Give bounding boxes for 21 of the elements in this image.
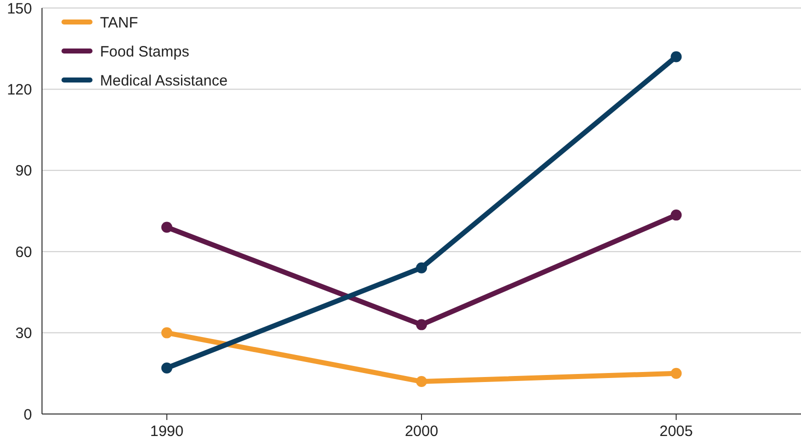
legend-label: Medical Assistance [100, 72, 228, 90]
y-tick-label: 60 [15, 244, 32, 261]
legend-label: Food Stamps [100, 43, 190, 60]
y-tick-label: 30 [15, 325, 32, 342]
point [161, 222, 172, 233]
y-tick-label: 150 [6, 0, 32, 18]
point [670, 368, 682, 379]
legend-label: TANF [100, 14, 138, 32]
y-tick-label: 120 [6, 81, 32, 98]
x-tick-label: 2005 [660, 423, 693, 440]
point [670, 51, 682, 62]
point [161, 362, 172, 374]
x-tick-label: 1990 [150, 423, 184, 440]
point [416, 376, 427, 388]
point [161, 327, 172, 338]
point [416, 262, 427, 274]
point [416, 319, 427, 330]
x-tick-label: 2000 [404, 423, 438, 440]
y-tick-label: 0 [24, 406, 32, 424]
y-tick-label: 90 [15, 162, 32, 180]
point [670, 210, 682, 221]
